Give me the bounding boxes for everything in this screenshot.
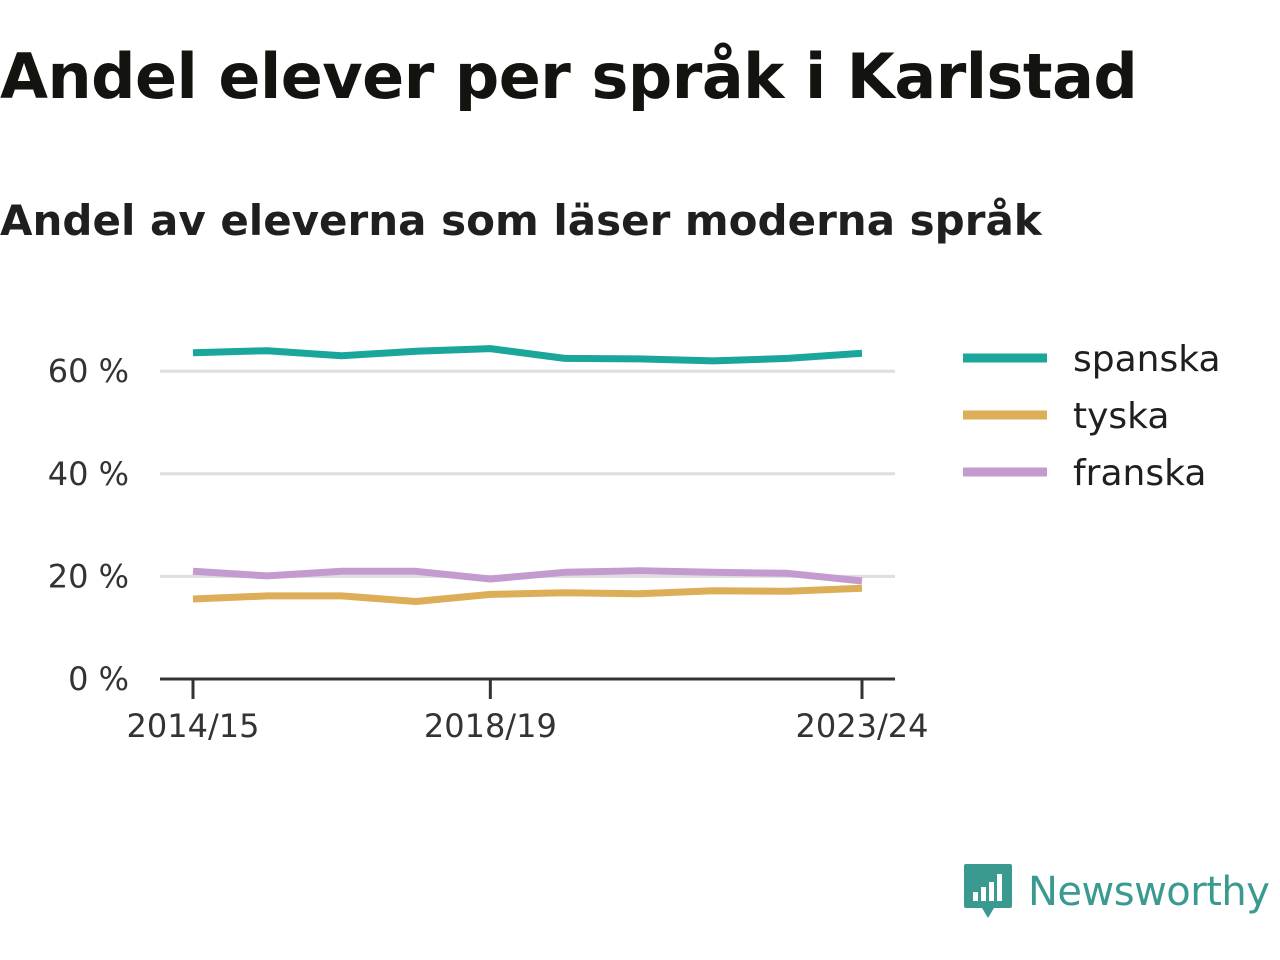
legend-label-franska: franska [1073,453,1206,494]
series-line-spanska [192,345,863,365]
series-line-tyska [192,584,863,605]
legend: spanska tyska franska [963,339,1221,494]
axes: 0 % 20 % 40 % 60 % 2014/15 2018/19 2023/24 [48,352,929,745]
legend-label-spanska: spanska [1073,339,1221,380]
line-chart: 0 % 20 % 40 % 60 % 2014/15 2018/19 2023/24 spa… [48,339,1221,745]
x-tick-label: 2018/19 [424,707,557,745]
brand-name: Newsworthy [1028,869,1270,915]
series-lines [192,345,863,605]
newsworthy-brand: Newsworthy [962,862,1270,922]
y-tick-label: 60 % [48,352,129,390]
chart-title: Andel elever per språk i Karlstad [0,40,1138,113]
y-tick-label: 0 % [68,660,129,698]
newsworthy-logo-icon [964,864,1012,918]
x-tick-label: 2014/15 [127,707,260,745]
grid-lines [160,369,895,578]
x-tick-label: 2023/24 [796,707,929,745]
y-tick-label: 40 % [48,455,129,493]
legend-label-tyska: tyska [1073,396,1169,437]
chart-subtitle: Andel av eleverna som läser moderna språ… [0,196,1042,245]
series-line-franska [192,567,863,585]
y-tick-label: 20 % [48,557,129,595]
